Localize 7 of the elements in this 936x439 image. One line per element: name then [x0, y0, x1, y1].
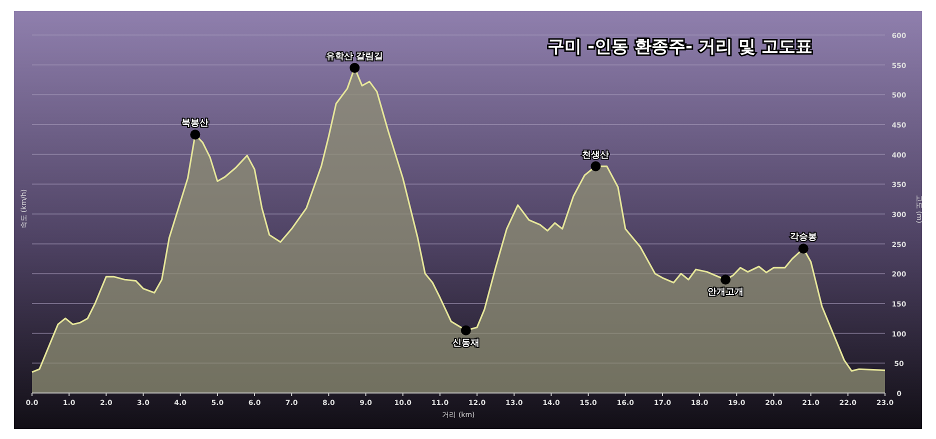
chart-title: 구미 -인동 환종주- 거리 및 고도표	[548, 37, 812, 57]
annotation: 천생산	[582, 150, 610, 160]
annotation: 북봉산	[182, 118, 209, 129]
annotation: 각승봉	[790, 232, 817, 243]
annotation: 안개고개	[708, 288, 744, 298]
annotation: 유학산 갈림길	[326, 52, 384, 62]
annotation: 신동재	[452, 338, 480, 348]
